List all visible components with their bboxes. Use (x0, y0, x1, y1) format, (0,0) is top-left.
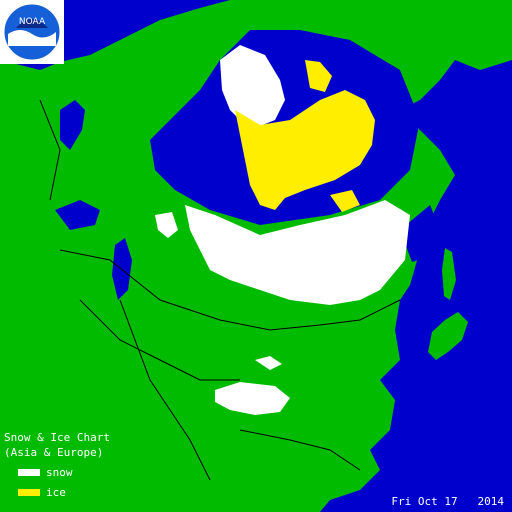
noaa-logo-icon: NOAA (0, 0, 64, 64)
snow-novaya-zemlya (220, 45, 285, 130)
land-sakhalin (442, 248, 456, 300)
ice-swatch (18, 488, 40, 496)
water-sea-of-japan (402, 290, 430, 340)
legend-item-snow: snow (18, 465, 73, 479)
noaa-logo-text: NOAA (19, 17, 46, 27)
water-baltic (60, 100, 85, 150)
legend-label-snow: snow (46, 465, 73, 479)
legend-title: Snow & Ice Chart (Asia & Europe) (4, 430, 110, 460)
legend-title-line1: Snow & Ice Chart (4, 431, 110, 444)
legend-title-line2: (Asia & Europe) (4, 446, 104, 459)
ice-east-siberian (330, 190, 360, 212)
snow-swatch (18, 468, 40, 476)
land-japan (428, 312, 468, 360)
water-sea-of-okhotsk (400, 205, 440, 262)
snow-tian-shan (255, 356, 282, 370)
date-stamp: Fri Oct 17 2014 (391, 495, 504, 508)
snow-siberia (185, 200, 410, 305)
country-borders (39, 99, 401, 481)
snow-tibet (215, 382, 290, 415)
ice-arctic (235, 90, 375, 210)
legend-item-ice: ice (18, 485, 66, 499)
water-black-sea (55, 200, 100, 230)
snow-urals (155, 212, 178, 238)
ice-laptev (305, 60, 332, 92)
legend-label-ice: ice (46, 485, 66, 499)
